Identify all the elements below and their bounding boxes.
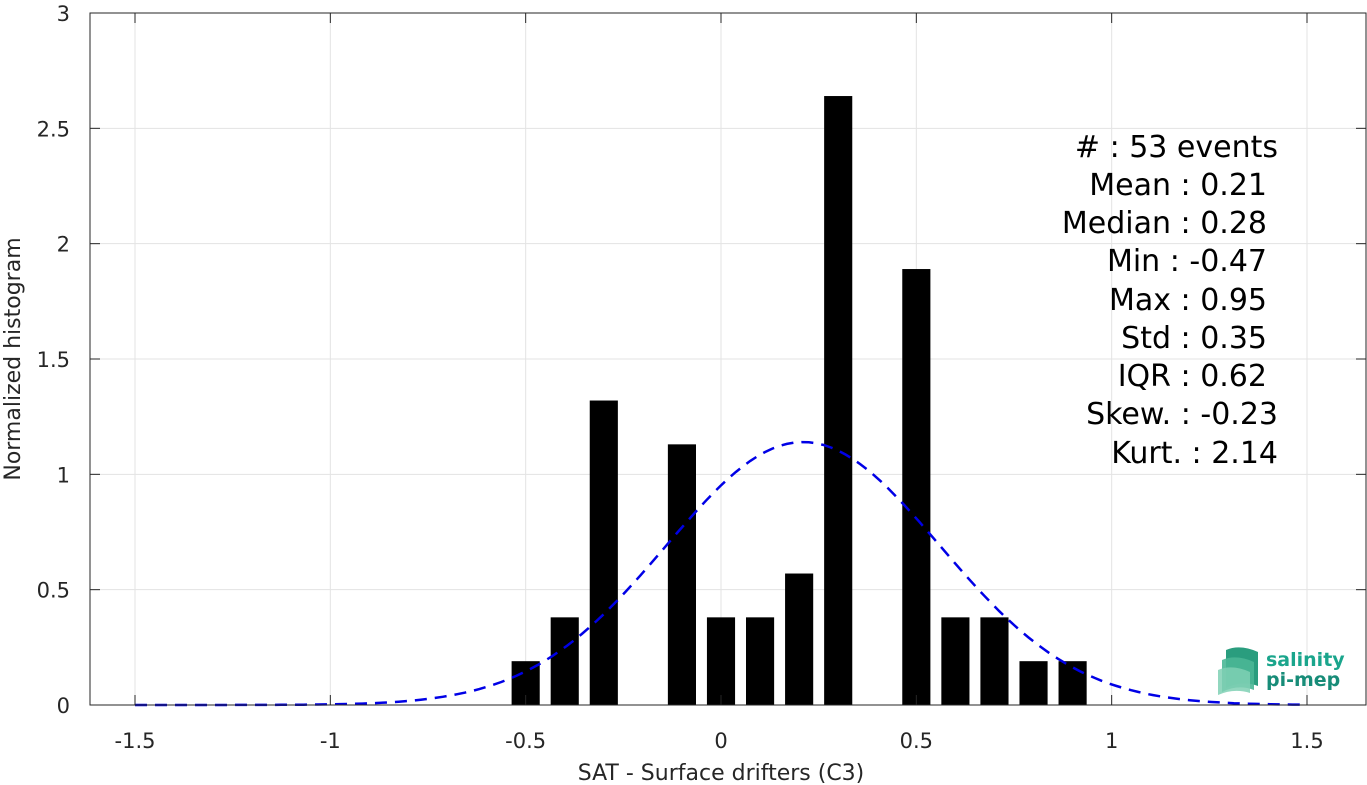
histogram-bar (980, 617, 1009, 705)
x-tick-label: -1.5 (115, 729, 156, 753)
histogram-bar (746, 617, 775, 705)
x-tick-label: 0.5 (900, 729, 933, 753)
histogram-bar (785, 573, 814, 705)
y-tick-label: 1 (57, 463, 70, 487)
x-tick-label: -0.5 (505, 729, 546, 753)
y-tick-label: 0.5 (37, 579, 70, 603)
stat-kurt: Kurt. : 2.14 (1111, 436, 1278, 471)
x-tick-label: 1.5 (1290, 729, 1323, 753)
stat-std: Std : 0.35 (1121, 321, 1267, 356)
y-axis-label: Normalized histogram (1, 237, 26, 480)
logo-line-2: pi-mep (1266, 669, 1340, 691)
y-tick-label: 2.5 (37, 117, 70, 141)
histogram-bar (902, 269, 931, 705)
histogram-bar (667, 444, 696, 705)
y-tick-label: 0 (57, 694, 70, 718)
histogram-bar (1019, 661, 1048, 705)
histogram-bar (550, 617, 579, 705)
histogram-bar (1058, 661, 1087, 705)
y-tick-label: 2 (57, 233, 70, 257)
y-tick-label: 1.5 (37, 348, 70, 372)
y-tick-labels: 0 0.5 1 1.5 2 2.5 3 (37, 2, 70, 718)
x-axis-label: SAT - Surface drifters (C3) (578, 761, 865, 785)
stat-max: Max : 0.95 (1109, 283, 1267, 318)
y-tick-label: 3 (57, 2, 70, 26)
stat-min: Min : -0.47 (1107, 244, 1267, 279)
stat-iqr: IQR : 0.62 (1118, 359, 1267, 394)
histogram-bar (706, 617, 736, 705)
x-tick-label: 0 (714, 729, 727, 753)
x-tick-label: -1 (320, 729, 341, 753)
stat-skew: Skew. : -0.23 (1086, 397, 1278, 432)
histogram-bar (589, 400, 618, 705)
histogram-bar (824, 96, 853, 706)
x-tick-labels: -1.5 -1 -0.5 0 0.5 1 1.5 (115, 729, 1324, 753)
stat-median: Median : 0.28 (1062, 206, 1267, 241)
logo-line-1: salinity (1266, 649, 1345, 671)
wave-logo-icon (1218, 647, 1258, 695)
gaussian-fit-curve (135, 440, 1308, 707)
salinity-pimep-logo: salinity pi-mep (1218, 647, 1345, 695)
stat-mean: Mean : 0.21 (1089, 168, 1267, 203)
x-tick-label: 1 (1105, 729, 1118, 753)
axis-ticks (90, 12, 1366, 706)
stat-count: # : 53 events (1075, 130, 1278, 165)
histogram-bar (941, 617, 970, 705)
stats-box: # : 53 events Mean : 0.21 Median : 0.28 … (1062, 130, 1278, 471)
histogram-bars (511, 96, 1087, 706)
